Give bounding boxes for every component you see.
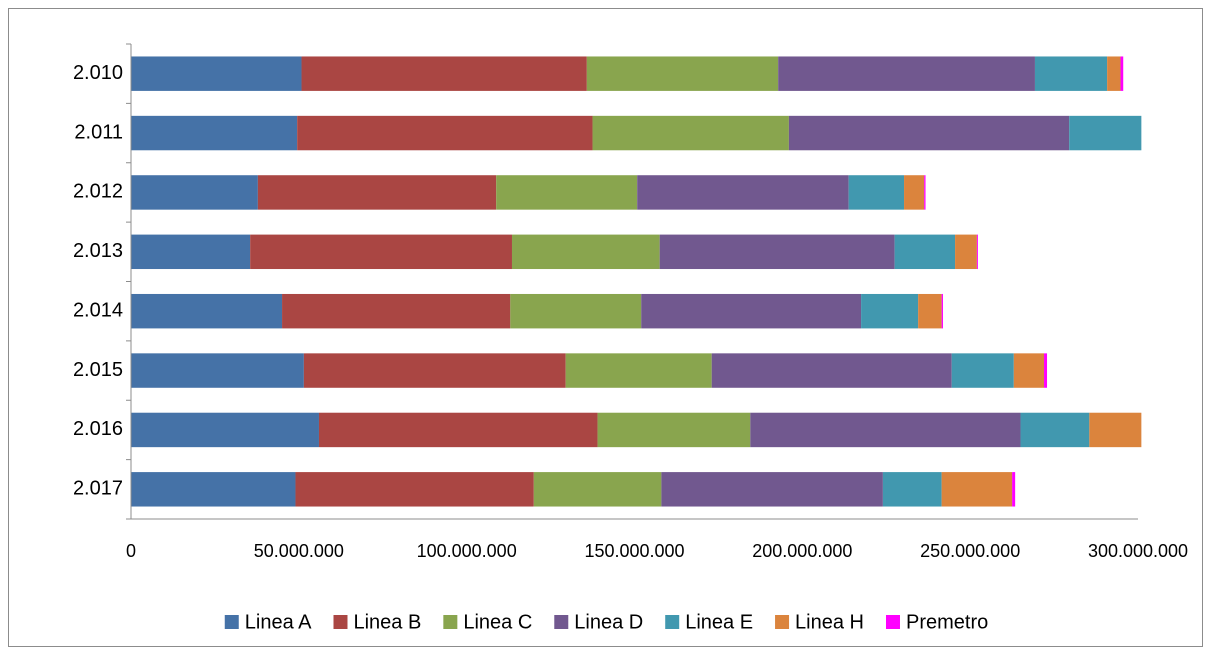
x-tick-label: 0 [126,541,136,561]
bar-linea-a-2.010 [131,56,302,90]
bar-linea-b-2.013 [250,235,512,269]
bar-premetro-2.013 [977,235,978,269]
bar-linea-b-2.011 [297,116,592,150]
y-tick-label-2.016: 2.016 [73,418,123,440]
legend-swatch-linea-c [443,615,457,629]
bar-linea-c-2.015 [566,353,712,387]
bar-linea-a-2.012 [131,175,258,209]
bar-linea-e-2.013 [895,235,955,269]
legend-swatch-linea-b [333,615,347,629]
legend-label-linea-h: Linea H [795,611,864,633]
bar-linea-d-2.010 [778,56,1035,90]
y-tick-label-2.014: 2.014 [73,299,123,321]
y-tick-label-2.012: 2.012 [73,181,123,203]
bar-linea-d-2.017 [661,472,883,506]
y-tick-label-2.013: 2.013 [73,240,123,262]
bar-linea-d-2.013 [660,235,895,269]
bar-linea-e-2.012 [849,175,904,209]
legend-label-linea-d: Linea D [574,611,643,633]
bar-linea-c-2.016 [598,413,751,447]
bars-layer [131,56,1141,506]
bar-linea-b-2.017 [295,472,533,506]
bar-linea-h-2.013 [955,235,977,269]
bar-linea-h-2.015 [1014,353,1044,387]
bar-linea-a-2.017 [131,472,295,506]
x-tick-label: 200.000.000 [752,541,852,561]
x-tick-label: 250.000.000 [920,541,1020,561]
x-tick-label: 50.000.000 [254,541,344,561]
stacked-bar-chart: 2.010 2.011 2.012 2.013 2.014 2.015 2.016 2.017… [9,9,1204,648]
bar-linea-h-2.012 [904,175,924,209]
legend-label-linea-a: Linea A [245,611,312,633]
bar-linea-h-2.010 [1107,56,1120,90]
bar-premetro-2.017 [1012,472,1015,506]
bar-premetro-2.012 [924,175,925,209]
bar-linea-c-2.017 [534,472,662,506]
bar-linea-b-2.012 [258,175,496,209]
axes-layer [126,44,1138,519]
bar-linea-d-2.012 [637,175,848,209]
bar-linea-b-2.014 [282,294,510,328]
bar-linea-e-2.010 [1035,56,1107,90]
bar-linea-c-2.014 [510,294,641,328]
bar-linea-h-2.016 [1089,413,1141,447]
y-tick-label-2.017: 2.017 [73,478,123,500]
y-tick-labels: 2.010 2.011 2.012 2.013 2.014 2.015 2.016 2.017 [73,62,123,500]
bar-linea-d-2.014 [641,294,861,328]
bar-premetro-2.014 [942,294,943,328]
legend-label-linea-c: Linea C [463,611,532,633]
bar-linea-e-2.014 [861,294,918,328]
bar-linea-c-2.012 [496,175,637,209]
bar-linea-e-2.011 [1069,116,1141,150]
legend-swatch-linea-h [775,615,789,629]
bar-linea-d-2.016 [750,413,1020,447]
bar-linea-b-2.010 [302,56,587,90]
bar-linea-e-2.015 [952,353,1014,387]
bar-linea-b-2.015 [304,353,566,387]
bar-linea-e-2.016 [1021,413,1090,447]
chart-frame: 2.010 2.011 2.012 2.013 2.014 2.015 2.016 2.017… [8,8,1203,647]
bar-linea-d-2.011 [789,116,1069,150]
y-tick-label-2.011: 2.011 [74,121,123,143]
bar-linea-d-2.015 [712,353,952,387]
y-tick-label-2.010: 2.010 [73,62,123,84]
bar-linea-c-2.013 [512,235,660,269]
bar-premetro-2.010 [1121,56,1124,90]
legend-swatch-premetro [886,615,900,629]
bar-linea-a-2.014 [131,294,282,328]
bar-linea-h-2.017 [942,472,1012,506]
bar-linea-c-2.010 [587,56,778,90]
legend: Linea A Linea B Linea C Linea D Linea E Linea… [225,611,988,633]
bar-linea-a-2.016 [131,413,319,447]
bar-linea-b-2.016 [319,413,598,447]
bar-linea-c-2.011 [593,116,789,150]
x-tick-labels: 0 50.000.000 100.000.000 150.000.000 200.000… [126,541,1188,561]
y-tick-label-2.015: 2.015 [73,359,123,381]
legend-label-linea-e: Linea E [685,611,753,633]
x-tick-label: 300.000.000 [1088,541,1188,561]
bar-linea-e-2.017 [883,472,942,506]
bar-premetro-2.015 [1044,353,1047,387]
bar-linea-a-2.011 [131,116,297,150]
x-tick-label: 100.000.000 [417,541,517,561]
legend-swatch-linea-a [225,615,239,629]
bar-linea-h-2.014 [918,294,941,328]
bar-linea-a-2.013 [131,235,250,269]
legend-label-premetro: Premetro [906,611,988,633]
legend-swatch-linea-d [554,615,568,629]
legend-label-linea-b: Linea B [353,611,421,633]
x-tick-label: 150.000.000 [584,541,684,561]
bar-linea-a-2.015 [131,353,304,387]
legend-swatch-linea-e [665,615,679,629]
